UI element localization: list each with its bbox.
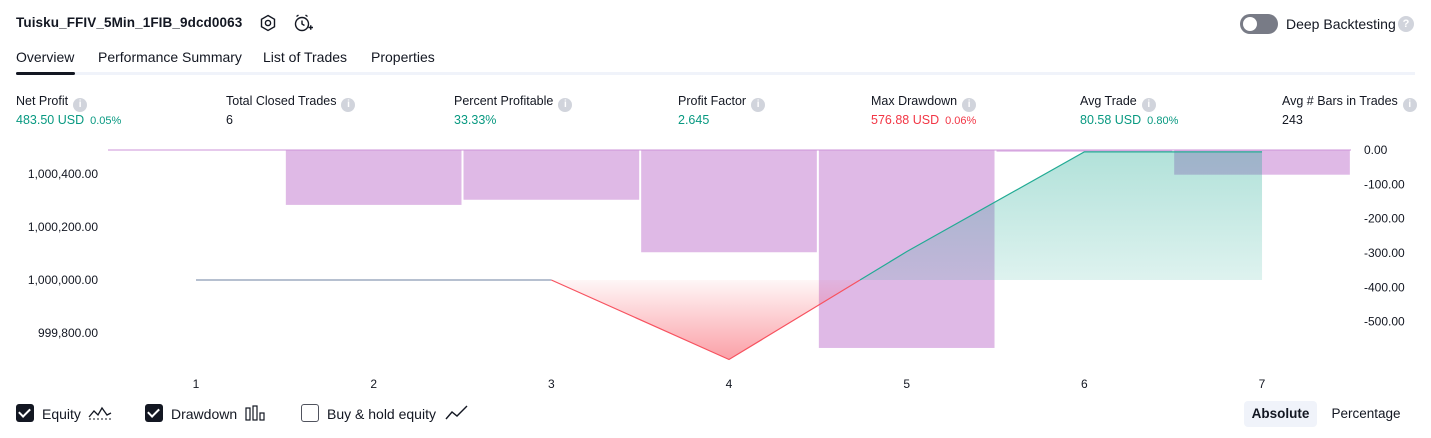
right-axis-tick: -100.00 — [1364, 177, 1405, 191]
left-axis-tick: 1,000,400.00 — [28, 167, 98, 181]
tab-list-of-trades[interactable]: List of Trades — [263, 49, 348, 65]
add-alert-icon[interactable] — [292, 12, 314, 34]
metric-max-drawdown-label: Max Drawdown i — [871, 94, 977, 112]
metric-net-profit-label: Net Profit i — [16, 94, 88, 112]
info-icon[interactable]: i — [751, 98, 766, 112]
tab-performance-summary[interactable]: Performance Summary — [98, 49, 242, 65]
metric-profit-factor-label: Profit Factor i — [678, 94, 766, 112]
drawdown-bar — [641, 150, 817, 253]
info-icon[interactable]: i — [962, 98, 977, 112]
drawdown-legend-label: Drawdown — [171, 406, 238, 422]
info-icon[interactable]: i — [1402, 98, 1417, 112]
drawdown-bar — [285, 150, 462, 205]
x-axis-tick: 6 — [1081, 377, 1088, 391]
metric-net-profit-value: 483.50 USD 0.05% — [16, 113, 122, 127]
x-axis-tick: 1 — [193, 377, 200, 391]
equity-loss-line — [551, 279, 861, 361]
x-axis-tick: 2 — [370, 377, 377, 391]
equity-profit-line — [859, 151, 1263, 281]
strategy-title: Tuisku_FFIV_5Min_1FIB_9dcd0063 — [16, 15, 243, 30]
equity-profit-area — [859, 151, 1263, 280]
left-axis-tick: 1,000,200.00 — [28, 220, 98, 234]
buy-hold-legend-label: Buy & hold equity — [327, 406, 436, 422]
equity-series — [196, 151, 1263, 361]
info-icon[interactable]: i — [1141, 98, 1156, 112]
left-axis-tick: 999,800.00 — [38, 326, 98, 340]
buy-hold-line-icon — [445, 405, 468, 420]
buy-hold-checkbox[interactable] — [301, 404, 319, 422]
left-axis: 1,000,400.00 1,000,200.00 1,000,000.00 999,… — [28, 167, 98, 340]
right-axis-tick: -200.00 — [1364, 212, 1405, 226]
x-axis-tick: 5 — [903, 377, 910, 391]
metric-avg-trade-value: 80.58 USD 0.80% — [1080, 113, 1179, 127]
metric-total-closed-trades-value: 6 — [226, 113, 233, 127]
metric-max-drawdown-value: 576.88 USD 0.06% — [871, 113, 977, 127]
equity-legend-label: Equity — [42, 406, 81, 422]
right-axis: 0.00 -100.00 -200.00 -300.00 -400.00 -500.00 — [1364, 143, 1405, 329]
metric-total-closed-trades-label: Total Closed Trades i — [226, 94, 356, 112]
tab-properties[interactable]: Properties — [371, 49, 435, 65]
absolute-button[interactable]: Absolute — [1244, 401, 1317, 427]
metric-avg-bars-label: Avg # Bars in Trades i — [1282, 94, 1417, 112]
active-tab-indicator — [16, 72, 75, 75]
toggle-knob — [1243, 17, 1257, 31]
drawdown-bar — [996, 150, 1173, 152]
info-icon[interactable]: i — [341, 98, 356, 112]
x-axis-tick: 4 — [726, 377, 733, 391]
metric-percent-profitable-value: 33.33% — [454, 113, 497, 127]
tab-overview[interactable]: Overview — [16, 49, 75, 65]
equity-checkbox[interactable] — [16, 404, 34, 422]
percentage-button[interactable]: Percentage — [1331, 406, 1401, 421]
deep-backtesting-label: Deep Backtesting — [1286, 16, 1396, 32]
drawdown-checkbox[interactable] — [145, 404, 163, 422]
right-axis-tick: -500.00 — [1364, 315, 1405, 329]
deep-backtesting-toggle[interactable] — [1240, 14, 1278, 34]
x-axis-tick: 7 — [1259, 377, 1266, 391]
drawdown-bar — [463, 150, 640, 200]
x-axis: 1 2 3 4 5 6 7 — [193, 377, 1266, 391]
equity-loss-area — [551, 280, 860, 360]
metric-avg-trade-label: Avg Trade i — [1080, 94, 1156, 112]
help-icon[interactable]: ? — [1398, 16, 1414, 32]
equity-line-icon — [88, 406, 112, 420]
tabs-divider — [16, 72, 1415, 75]
left-axis-tick: 1,000,000.00 — [28, 273, 98, 287]
right-axis-tick: -400.00 — [1364, 280, 1405, 294]
right-axis-tick: 0.00 — [1364, 143, 1388, 157]
right-axis-tick: -300.00 — [1364, 246, 1405, 260]
metric-percent-profitable-label: Percent Profitable i — [454, 94, 573, 112]
metric-profit-factor-value: 2.645 — [678, 113, 710, 127]
equity-drawdown-chart[interactable]: 1,000,400.00 1,000,200.00 1,000,000.00 999,… — [0, 138, 1431, 394]
x-axis-tick: 3 — [548, 377, 555, 391]
info-icon[interactable]: i — [73, 98, 88, 112]
metric-avg-bars-value: 243 — [1282, 113, 1303, 127]
info-icon[interactable]: i — [558, 98, 573, 112]
drawdown-bars-icon — [245, 405, 265, 421]
settings-icon[interactable] — [258, 13, 278, 33]
